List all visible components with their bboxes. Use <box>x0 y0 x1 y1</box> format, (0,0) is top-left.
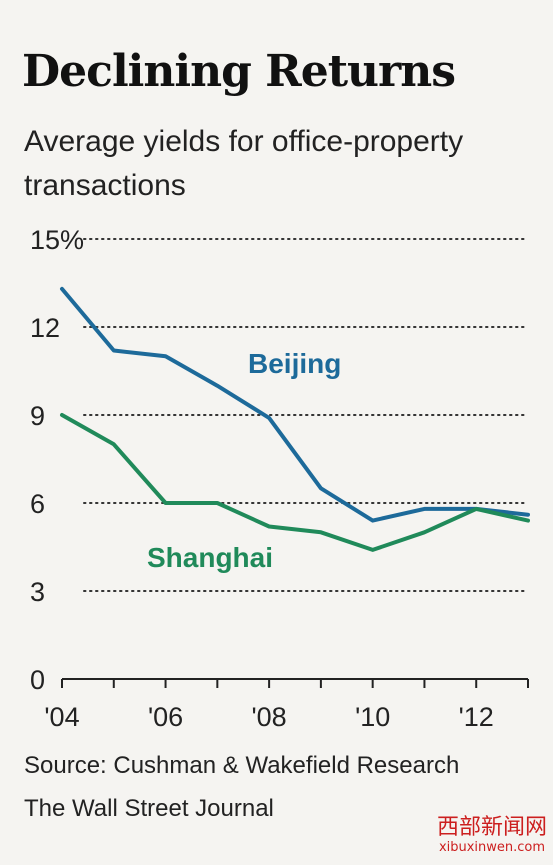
publisher-credit: The Wall Street Journal <box>24 795 274 822</box>
watermark-sub: xibuxinwen.com <box>438 840 546 855</box>
watermark-main: 西部新闻网 <box>436 815 547 840</box>
x-tick-label: '04 <box>44 702 79 732</box>
chart-subtitle: Average yields for office-property trans… <box>24 125 464 202</box>
y-tick-label: 3 <box>30 577 45 607</box>
y-tick-label: 15% <box>30 225 84 255</box>
chart-title: Declining Returns <box>22 46 456 97</box>
x-tick-label: '08 <box>252 702 287 732</box>
site-watermark: 西部新闻网 xibuxinwen.com <box>437 816 547 856</box>
series-line-beijing <box>60 286 530 523</box>
x-tick-label: '10 <box>355 702 390 732</box>
series-label-shanghai: Shanghai <box>147 542 273 573</box>
series-line-shanghai <box>60 413 530 552</box>
series-label-beijing: Beijing <box>248 348 341 379</box>
y-tick-label: 9 <box>30 401 45 431</box>
x-tick-label: '06 <box>148 702 183 732</box>
y-tick-label: 12 <box>30 313 60 343</box>
x-tick-label: '12 <box>459 702 494 732</box>
y-tick-label: 6 <box>30 489 45 519</box>
source-note: Source: Cushman & Wakefield Research <box>24 752 460 779</box>
y-tick-label: 0 <box>30 665 45 695</box>
